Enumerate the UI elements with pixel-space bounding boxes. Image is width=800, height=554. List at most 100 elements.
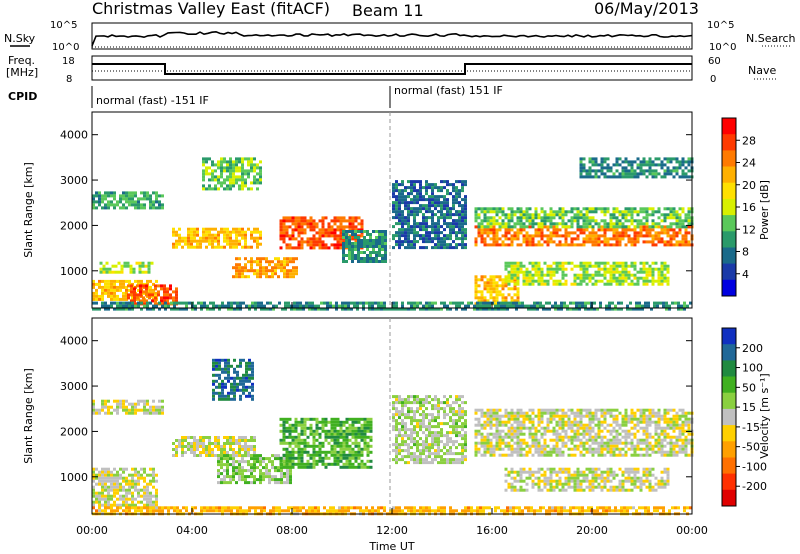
heatmap-cell-12 [687, 207, 691, 211]
heatmap-cell-15 [332, 304, 335, 308]
heatmap-cell-4 [220, 472, 223, 476]
heatmap-cell-6 [446, 434, 449, 438]
heatmap-cell-14 [681, 160, 685, 164]
heatmap-cell-12 [621, 213, 625, 217]
heatmap-cell-13 [561, 267, 565, 271]
heatmap-cell-9 [422, 198, 425, 202]
heatmap-cell-1 [154, 284, 157, 288]
heatmap-cell-12 [651, 213, 655, 217]
heatmap-cell-0 [131, 491, 134, 495]
heatmap-cell-12 [606, 225, 610, 229]
heatmap-cell-11 [483, 237, 487, 241]
heatmap-cell-1 [110, 405, 113, 409]
heatmap-cell-7 [348, 228, 352, 232]
heatmap-cell-6 [455, 419, 458, 423]
heatmap-cell-1 [155, 408, 158, 412]
heatmap-cell-4 [259, 478, 262, 482]
heatmap-cell-12 [537, 225, 541, 229]
heatmap-cell-11 [516, 234, 520, 238]
heatmap-cell-12 [570, 225, 574, 229]
heatmap-cell-0 [110, 503, 113, 507]
heatmap-cell-14 [630, 169, 634, 173]
heatmap-cell-15 [575, 307, 578, 311]
heatmap-cell-0 [146, 488, 149, 492]
heatmap-cell-15 [572, 307, 575, 311]
heatmap-cell-4 [217, 475, 220, 479]
heatmap-cell-6 [428, 395, 431, 399]
heatmap-cell-11 [657, 231, 661, 235]
heatmap-cell-13 [540, 267, 544, 271]
heatmap-cell-9 [431, 186, 434, 190]
heatmap-cell-6 [395, 398, 398, 402]
heatmap-cell-6 [419, 413, 422, 417]
heatmap-cell-6 [238, 257, 241, 261]
heatmap-cell-10 [504, 299, 508, 303]
heatmap-cell-14 [636, 166, 640, 170]
heatmap-cell-9 [434, 207, 437, 211]
heatmap-cell-8 [366, 254, 369, 257]
heatmap-cell-6 [244, 263, 247, 267]
heatmap-cell-15 [458, 301, 461, 305]
heatmap-cell-11 [633, 234, 637, 238]
heatmap-cell-11 [672, 243, 676, 247]
heatmap-cell-15 [188, 301, 191, 305]
heatmap-cell-9 [458, 216, 461, 220]
heatmap-cell-5 [303, 444, 307, 448]
heatmap-cell-15 [578, 307, 581, 311]
heatmap-cell-5 [348, 426, 352, 430]
heatmap-cell-15 [158, 301, 161, 305]
heatmap-cell-4 [235, 469, 238, 473]
heatmap-cell-0 [107, 503, 110, 507]
heatmap-cell-12 [537, 213, 541, 217]
heatmap-cell-5 [357, 435, 361, 439]
heatmap-cell-11 [633, 243, 637, 247]
heatmap-cell-13 [516, 279, 520, 283]
heatmap-cell-15 [656, 301, 659, 305]
heatmap-cell-12 [564, 222, 568, 226]
heatmap-cell-0 [125, 482, 128, 486]
heatmap-cell-14 [615, 175, 619, 179]
heatmap-cell-1 [166, 299, 169, 303]
heatmap-cell-7 [297, 240, 301, 244]
heatmap-cell-4 [244, 245, 247, 249]
heatmap-cell-6 [413, 395, 416, 399]
heatmap-cell-15 [191, 307, 194, 311]
heatmap-cell-5 [214, 178, 217, 182]
heatmap-cell-6 [286, 272, 289, 276]
heatmap-cell-13 [516, 264, 520, 268]
heatmap-cell-13 [594, 279, 598, 283]
heatmap-cell-3 [141, 270, 145, 274]
heatmap-cell-6 [268, 275, 271, 279]
heatmap-cell-5 [360, 447, 364, 451]
heatmap-cell-3 [224, 376, 227, 380]
heatmap-cell-5 [285, 459, 289, 463]
heatmap-cell-9 [446, 222, 449, 226]
heatmap-cell-5 [202, 169, 205, 173]
heatmap-cell-1 [127, 296, 130, 300]
heatmap-cell-13 [588, 261, 592, 265]
heatmap-cell-1 [128, 411, 131, 415]
heatmap-cell-15 [236, 301, 239, 305]
heatmap-cell-4 [196, 242, 199, 246]
heatmap-cell-12 [636, 213, 640, 217]
heatmap-cell-15 [683, 304, 686, 308]
heatmap-cell-5 [223, 160, 226, 164]
heatmap-cell-12 [621, 216, 625, 220]
heatmap-cell-5 [330, 447, 334, 451]
heatmap-cell-9 [446, 183, 449, 187]
heatmap-cell-13 [582, 267, 586, 271]
heatmap-cell-1 [158, 405, 161, 409]
heatmap-cell-4 [241, 478, 244, 482]
heatmap-cell-12 [501, 225, 505, 229]
heatmap-cell-5 [345, 444, 349, 448]
heatmap-cell-5 [354, 465, 358, 469]
heatmap-cell-6 [443, 407, 446, 411]
heatmap-cell-6 [395, 422, 398, 426]
heatmap-cell-15 [263, 307, 266, 311]
heatmap-cell-1 [145, 284, 148, 288]
heatmap-cell-5 [321, 441, 325, 445]
heatmap-cell-13 [651, 261, 655, 265]
heatmap-cell-8 [384, 260, 387, 263]
heatmap-cell-13 [513, 273, 517, 277]
heatmap-cell-14 [594, 169, 598, 173]
